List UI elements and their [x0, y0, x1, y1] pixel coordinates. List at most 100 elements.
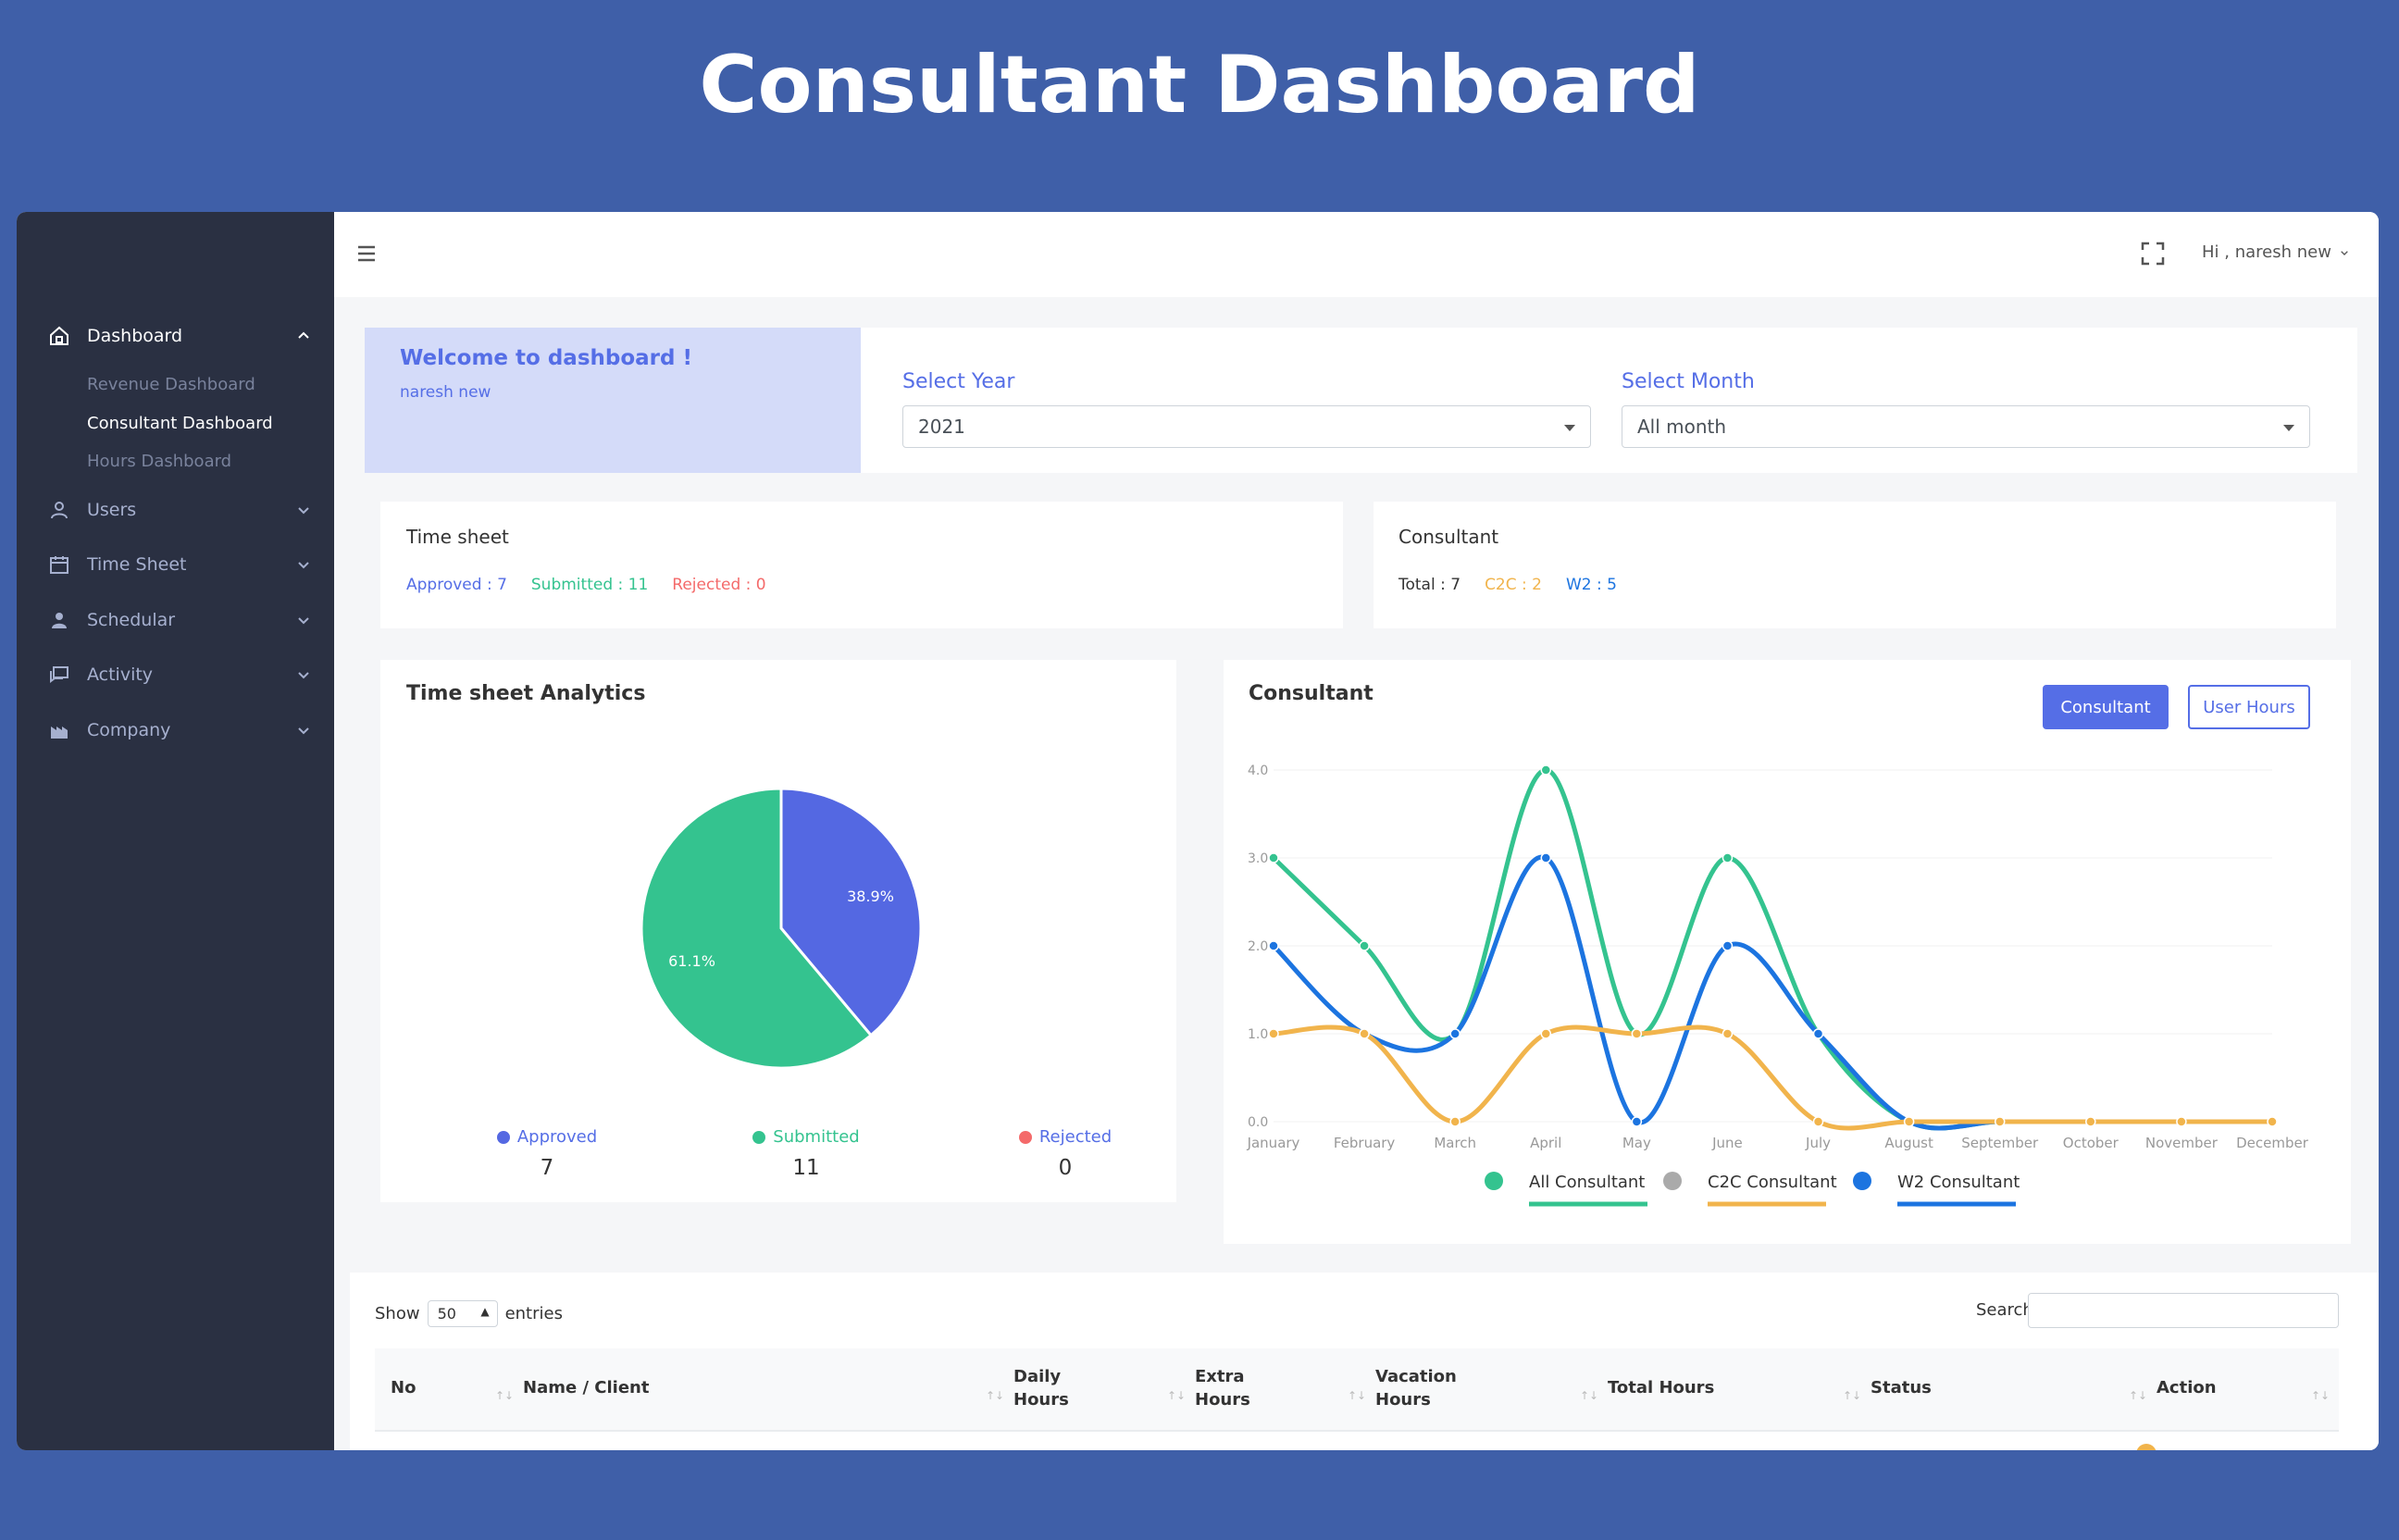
menu-icon[interactable]: [356, 243, 377, 264]
user-menu[interactable]: Hi , naresh new: [2202, 242, 2352, 262]
month-value: All month: [1637, 416, 1727, 438]
y-tick-label: 4.0: [1248, 764, 1268, 778]
column-header[interactable]: Vacation Hours: [1375, 1367, 1457, 1410]
pie-slice-label: 38.9%: [847, 888, 894, 905]
legend-count: 7: [540, 1156, 554, 1180]
data-point: [1994, 1116, 2006, 1127]
year-value: 2021: [918, 416, 965, 438]
sort-icon[interactable]: ↑↓: [1843, 1389, 1862, 1402]
sidebar-subitem-hours[interactable]: Hours Dashboard: [87, 452, 232, 471]
x-tick-label: October: [2063, 1135, 2119, 1151]
legend-item[interactable]: All Consultant: [1485, 1172, 1647, 1207]
sort-icon[interactable]: ↑↓: [986, 1389, 1005, 1402]
data-point: [1359, 940, 1370, 951]
legend-count: 0: [1058, 1156, 1073, 1180]
fullscreen-icon[interactable]: [2141, 242, 2165, 266]
column-header[interactable]: Name / Client: [523, 1378, 650, 1397]
factory-icon: [46, 717, 72, 743]
data-point: [1631, 1028, 1643, 1039]
data-point: [2085, 1116, 2096, 1127]
data-point: [1540, 852, 1552, 863]
rejected-stat: Rejected : 0: [672, 576, 766, 594]
page-title: Consultant Dashboard: [699, 39, 1700, 131]
x-tick-label: December: [2236, 1135, 2309, 1151]
sidebar-item-users[interactable]: Users: [46, 491, 315, 528]
sidebar-item-schedular[interactable]: Schedular: [46, 602, 315, 639]
timesheet-summary-stats: Approved : 7 Submitted : 11 Rejected : 0: [406, 576, 766, 594]
sidebar-item-timesheet[interactable]: Time Sheet: [46, 546, 315, 583]
data-point: [1268, 1028, 1279, 1039]
chevron-down-icon: [298, 727, 309, 735]
line-chart-card: Consultant Consultant User Hours 0.0 1.0 2…: [1224, 660, 2351, 1244]
search-input[interactable]: [2028, 1293, 2339, 1328]
welcome-panel: Welcome to dashboard ! naresh new: [365, 328, 861, 473]
consultant-summary-title: Consultant: [1398, 526, 1499, 548]
y-tick-label: 3.0: [1248, 851, 1268, 866]
x-tick-label: March: [1434, 1135, 1476, 1151]
main-content: Hi , naresh new Welcome to dashboard ! n…: [334, 212, 2379, 1450]
data-point: [1449, 1028, 1461, 1039]
data-point: [1812, 1028, 1824, 1039]
welcome-title: Welcome to dashboard !: [400, 346, 692, 370]
entries-select[interactable]: 50 ▲: [427, 1300, 498, 1327]
y-tick-label: 0.0: [1248, 1115, 1268, 1130]
column-header[interactable]: Status: [1871, 1378, 1932, 1397]
column-header[interactable]: Action: [2157, 1378, 2217, 1397]
data-point: [1631, 1116, 1643, 1127]
legend-submitted: Submitted 11: [686, 1127, 926, 1180]
person-icon: [46, 607, 72, 633]
x-tick-label: July: [1805, 1135, 1831, 1151]
sidebar-subitem-revenue[interactable]: Revenue Dashboard: [87, 375, 255, 394]
sort-icon[interactable]: ↑↓: [2129, 1389, 2148, 1402]
user-hours-button[interactable]: User Hours: [2188, 685, 2310, 729]
consultant-summary-card: Consultant Total : 7 C2C : 2 W2 : 5: [1374, 502, 2336, 628]
sort-icon[interactable]: ↑↓: [1348, 1389, 1367, 1402]
top-bar: Hi , naresh new: [334, 212, 2379, 297]
data-point: [1359, 1028, 1370, 1039]
legend-item[interactable]: C2C Consultant: [1663, 1172, 1837, 1207]
data-point: [2176, 1116, 2187, 1127]
pie-slice-submitted: [640, 787, 874, 1070]
caret-down-icon: [1564, 425, 1575, 431]
sort-icon[interactable]: ↑↓: [495, 1389, 515, 1402]
sidebar-item-activity[interactable]: Activity: [46, 656, 315, 693]
sidebar-item-label: Company: [87, 720, 171, 740]
sort-icon[interactable]: ↑↓: [1167, 1389, 1187, 1402]
column-header[interactable]: Total Hours: [1608, 1378, 1715, 1397]
data-point: [1540, 1028, 1552, 1039]
year-select[interactable]: 2021: [902, 405, 1591, 448]
sidebar-subitem-consultant[interactable]: Consultant Dashboard: [87, 414, 273, 433]
column-header[interactable]: No: [391, 1378, 416, 1397]
pie-chart-card: Time sheet Analytics 38.9% 61.1% Approved…: [380, 660, 1176, 1202]
x-tick-label: April: [1530, 1135, 1561, 1151]
filter-card: Welcome to dashboard ! naresh new Select…: [365, 328, 2357, 473]
legend-item[interactable]: W2 Consultant: [1853, 1172, 2020, 1207]
consultant-button[interactable]: Consultant: [2043, 685, 2169, 729]
sidebar-item-label: Users: [87, 500, 137, 520]
legend-dot: [752, 1131, 766, 1144]
sort-icon[interactable]: ↑↓: [2311, 1389, 2331, 1402]
legend-label: Submitted: [773, 1127, 860, 1147]
pie-legend: Approved 7 Submitted 11 Rejected 0: [380, 1127, 1176, 1192]
data-point: [1449, 1116, 1461, 1127]
legend-label: Approved: [516, 1127, 598, 1147]
sidebar-item-dashboard[interactable]: Dashboard: [46, 317, 315, 354]
line-chart: 0.0 1.0 2.0 3.0 4.0 January February March April…: [1247, 764, 2309, 1207]
select-month-label: Select Month: [1622, 370, 1755, 393]
y-tick-label: 2.0: [1248, 939, 1268, 954]
legend-label: C2C Consultant: [1708, 1173, 1837, 1192]
legend-marker: [1485, 1172, 1503, 1190]
y-tick-label: 1.0: [1248, 1027, 1268, 1042]
data-point: [1722, 1028, 1734, 1039]
column-header[interactable]: Daily Hours: [1013, 1367, 1069, 1410]
legend-marker: [1663, 1172, 1682, 1190]
sidebar-item-company[interactable]: Company: [46, 712, 315, 749]
legend-rejected: Rejected 0: [945, 1127, 1186, 1180]
table-header: No ↑↓ Name / Client ↑↓ Daily Hours ↑↓ Extra Ho…: [375, 1348, 2339, 1432]
sort-icon[interactable]: ↑↓: [1580, 1389, 1599, 1402]
column-header[interactable]: Extra Hours: [1195, 1367, 1250, 1410]
month-select[interactable]: All month: [1622, 405, 2310, 448]
chevron-down-icon: [298, 562, 309, 569]
entries-value: 50: [437, 1305, 456, 1323]
action-icon[interactable]: [2136, 1444, 2157, 1450]
